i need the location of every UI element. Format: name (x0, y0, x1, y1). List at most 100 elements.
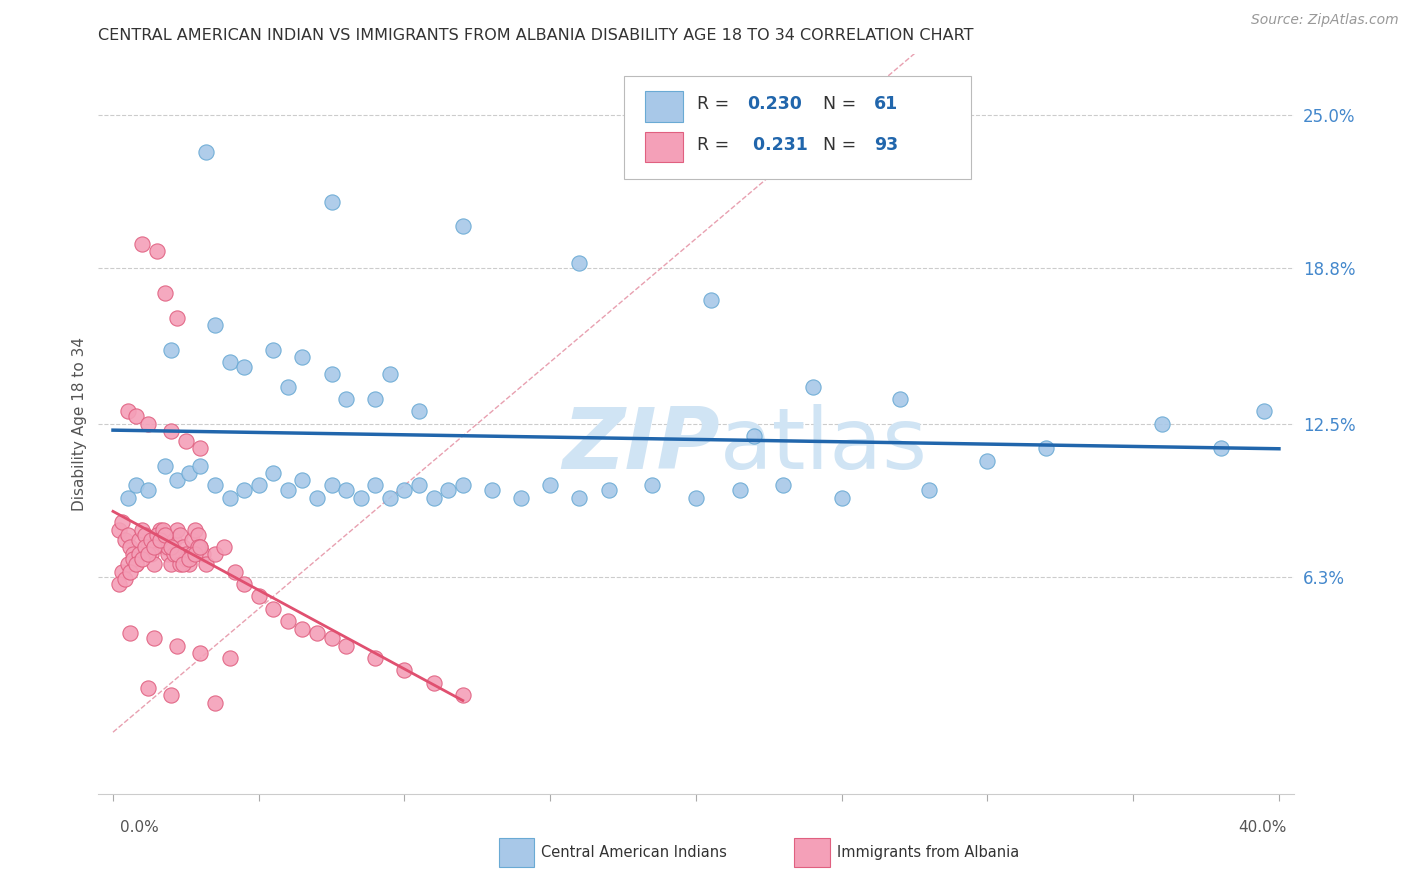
Point (111, 516, 134, 530)
Point (291, 350, 314, 364)
Point (160, 540, 183, 554)
Point (233, 483, 256, 498)
Point (190, 442, 212, 456)
Point (174, 548, 197, 562)
Point (120, 540, 142, 554)
Point (134, 528, 156, 542)
Point (262, 602, 284, 616)
Text: 93: 93 (875, 136, 898, 153)
Point (321, 478, 343, 492)
Point (437, 483, 460, 498)
Point (321, 632, 343, 646)
Point (641, 478, 664, 492)
Point (742, 429, 765, 443)
Point (772, 478, 794, 492)
Point (163, 533, 186, 547)
Point (131, 236, 153, 251)
Text: 0.230: 0.230 (748, 95, 803, 113)
Point (136, 483, 159, 498)
Point (195, 558, 218, 572)
Point (321, 194, 343, 209)
Point (728, 483, 751, 498)
Point (378, 368, 401, 382)
Point (122, 552, 145, 566)
Point (139, 533, 162, 547)
Point (190, 540, 212, 554)
Point (568, 256, 591, 270)
Point (186, 540, 208, 554)
Point (510, 491, 533, 505)
Point (1209, 442, 1232, 456)
Point (801, 380, 824, 394)
Text: Source: ZipAtlas.com: Source: ZipAtlas.com (1251, 13, 1399, 28)
Point (321, 368, 343, 382)
Point (120, 565, 142, 579)
Point (262, 343, 284, 357)
Point (145, 533, 167, 547)
Point (277, 614, 299, 628)
Point (218, 355, 240, 369)
Point (378, 491, 401, 505)
Text: 0.0%: 0.0% (120, 821, 159, 835)
Point (190, 458, 212, 473)
Point (335, 483, 357, 498)
Point (177, 466, 200, 480)
FancyBboxPatch shape (624, 76, 972, 179)
Point (218, 651, 240, 665)
Point (152, 528, 174, 542)
Text: R =: R = (697, 136, 735, 153)
Point (394, 483, 416, 498)
Point (166, 639, 188, 653)
Point (183, 548, 205, 562)
Point (142, 540, 165, 554)
Point (177, 552, 200, 566)
Point (117, 404, 139, 418)
Point (195, 145, 218, 160)
Point (224, 565, 246, 579)
Point (918, 483, 941, 498)
Point (451, 478, 474, 492)
Point (157, 548, 180, 562)
Point (169, 528, 191, 542)
Point (233, 577, 256, 591)
Text: R =: R = (697, 95, 735, 113)
Point (699, 293, 721, 308)
Point (117, 528, 139, 542)
Point (831, 491, 853, 505)
Text: ZIP: ZIP (562, 404, 720, 487)
Point (152, 523, 174, 537)
Point (277, 380, 299, 394)
Point (1035, 442, 1057, 456)
Point (108, 523, 131, 537)
Point (155, 458, 177, 473)
Point (166, 523, 188, 537)
Point (204, 696, 226, 710)
Point (166, 474, 188, 488)
Point (1253, 404, 1275, 418)
Point (125, 409, 148, 424)
Text: 40.0%: 40.0% (1239, 821, 1286, 835)
Point (136, 681, 159, 695)
Point (204, 548, 226, 562)
Point (145, 528, 167, 542)
Point (364, 478, 387, 492)
Point (685, 491, 707, 505)
Text: atlas: atlas (720, 404, 928, 487)
Point (142, 632, 165, 646)
Point (180, 533, 202, 547)
Point (111, 565, 134, 579)
Point (160, 558, 183, 572)
Point (125, 558, 148, 572)
Text: 0.231: 0.231 (748, 136, 808, 153)
Point (408, 478, 430, 492)
Point (160, 343, 183, 357)
Point (394, 664, 416, 678)
Text: Central American Indians: Central American Indians (541, 846, 727, 860)
Point (262, 466, 284, 480)
Point (114, 572, 136, 586)
Point (136, 548, 159, 562)
Point (233, 359, 256, 374)
Point (408, 404, 430, 418)
Point (136, 417, 159, 431)
Point (350, 491, 373, 505)
